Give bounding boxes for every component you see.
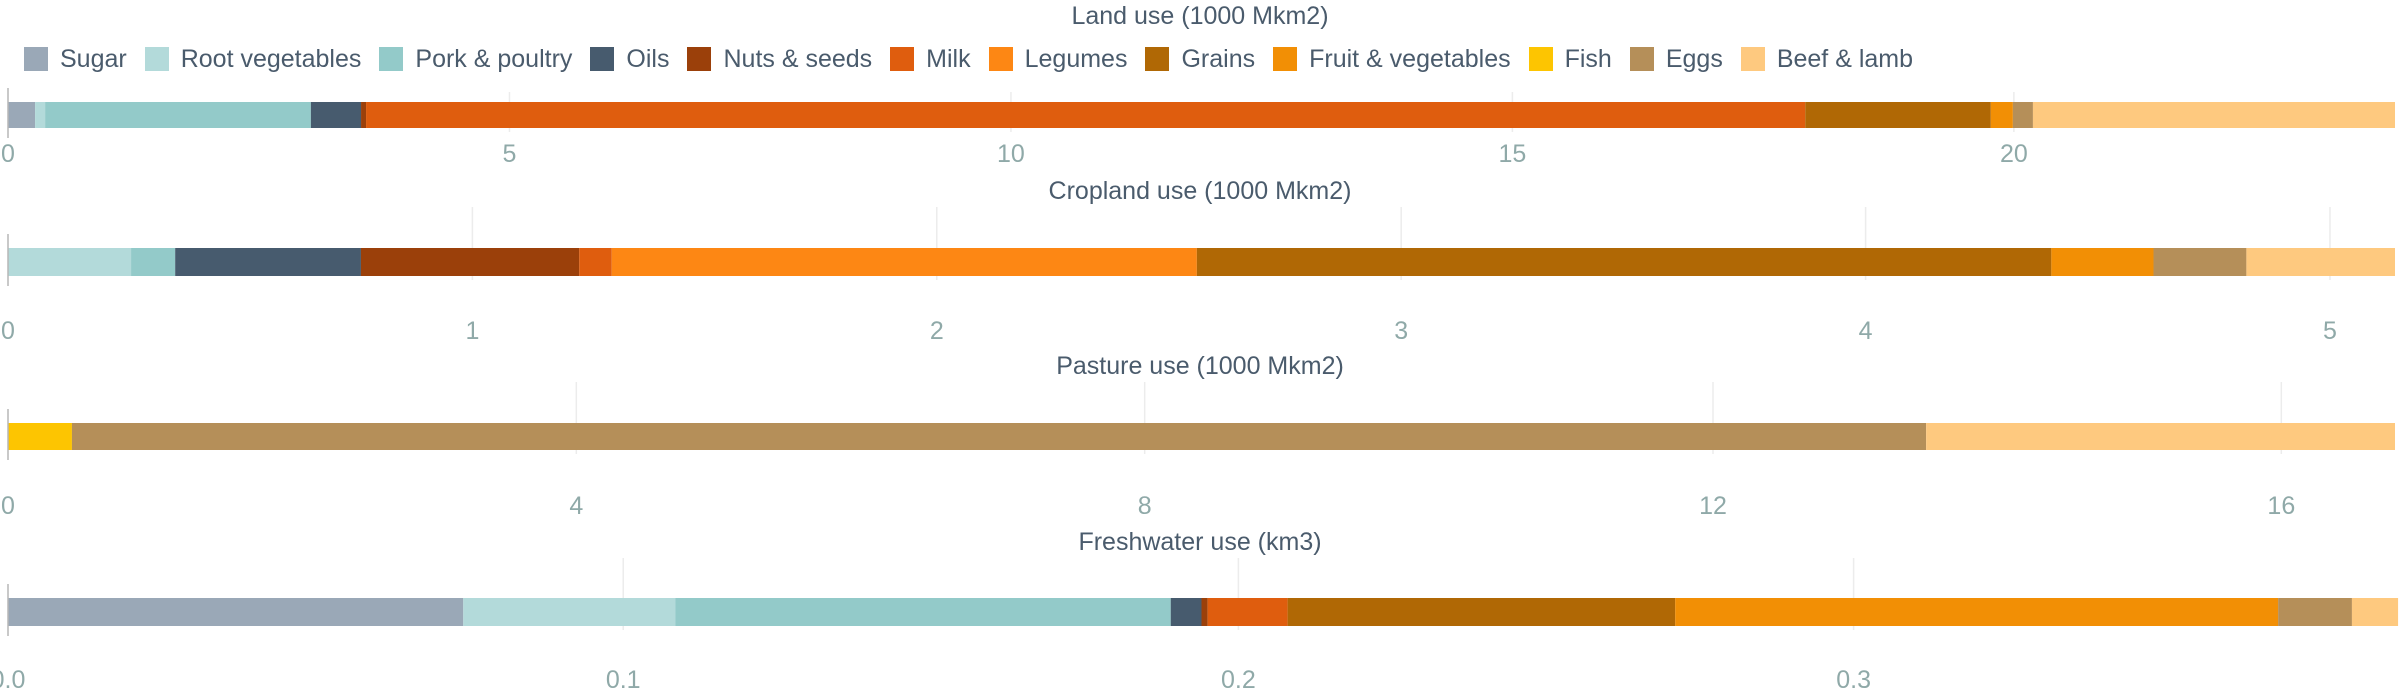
legend-label: Pork & poultry [415, 44, 573, 73]
tick-label: 4 [1859, 317, 1873, 345]
legend-item: Root vegetables [144, 44, 362, 74]
legend-item: Milk [890, 44, 971, 74]
legend-item: Nuts & seeds [687, 45, 872, 74]
bar-segment [2246, 248, 2395, 276]
legend-label: Legumes [1024, 44, 1128, 73]
bar-segment [463, 598, 676, 626]
tick-label: 5 [2323, 317, 2337, 345]
bar-segment [310, 102, 362, 128]
bar-segment [360, 248, 580, 276]
tick-label: 2 [930, 317, 944, 345]
legend-swatch [24, 47, 48, 71]
tick-label: 20 [2000, 140, 2028, 168]
bar-segment [1287, 598, 1676, 626]
bar-segment [8, 102, 36, 128]
bar-segment [366, 102, 1806, 128]
chart-panel: Cropland use (1000 Mkm2) 0 1 2 3 4 5 [1, 177, 2395, 345]
tick-label: 5 [503, 140, 517, 168]
chart-panel: Land use (1000 Mkm2) 0 5 10 15 20 [1, 2, 2395, 168]
legend-swatch [1629, 47, 1654, 71]
tick-label: 0.1 [606, 666, 641, 694]
bar-segment [1207, 598, 1288, 626]
legend-swatch [379, 47, 404, 71]
legend-swatch [687, 47, 712, 71]
bar-segment [1196, 248, 2052, 276]
bar-segment [1201, 598, 1208, 626]
bar-segment [1675, 598, 2279, 626]
bar-segment [35, 102, 46, 128]
chart-legend: Sugar Root vegetables Pork & poultry Oils Nu… [24, 44, 1931, 74]
bar-segment [45, 102, 311, 128]
tick-label: 12 [1699, 492, 1727, 520]
legend-label: Sugar [60, 44, 127, 73]
tick-label: 0 [1, 492, 15, 520]
bar-segment [8, 248, 132, 276]
legend-swatch [1528, 47, 1553, 71]
tick-label: 0.3 [1836, 666, 1871, 694]
bar-segment [175, 248, 361, 276]
bar-segment [2032, 102, 2395, 128]
legend-swatch [1145, 47, 1170, 71]
legend-swatch [1740, 47, 1765, 71]
legend-swatch [1273, 47, 1298, 71]
tick-label: 0.0 [0, 666, 25, 694]
legend-item: Sugar [24, 45, 127, 74]
tick-label: 0 [1, 140, 15, 168]
legend-label: Oils [626, 44, 670, 73]
tick-label: 1 [465, 317, 479, 345]
bar-segment [611, 248, 1197, 276]
tick-label: 0 [1, 317, 15, 345]
bar-segment [2351, 598, 2399, 626]
chart-panel: Freshwater use (km3) 0.0 0.1 0.2 0.3 [0, 528, 2399, 694]
legend-item: Beef & lamb [1740, 44, 1914, 74]
tick-label: 0.2 [1221, 666, 1256, 694]
legend-label: Nuts & seeds [723, 44, 873, 73]
legend-label: Root vegetables [180, 44, 362, 73]
tick-label: 16 [2267, 492, 2295, 520]
bar-segment [1990, 102, 2013, 128]
bar-segment [131, 248, 176, 276]
legend-item: Pork & poultry [379, 45, 572, 74]
tick-label: 3 [1394, 317, 1408, 345]
bar-segment [1805, 102, 1991, 128]
bar-segment [675, 598, 1171, 626]
legend-item: Fruit & vegetables [1273, 45, 1511, 74]
legend-label: Grains [1181, 44, 1256, 73]
bar-segment [71, 423, 1927, 450]
tick-label: 15 [1499, 140, 1527, 168]
legend-item: Grains [1145, 45, 1255, 74]
chart-title: Cropland use (1000 Mkm2) [1049, 177, 1352, 205]
legend-label: Fruit & vegetables [1309, 44, 1511, 73]
bar-segment [361, 102, 367, 128]
legend-swatch [988, 47, 1013, 71]
chart-title: Pasture use (1000 Mkm2) [1056, 352, 1344, 380]
legend-swatch [144, 47, 169, 71]
legend-label: Beef & lamb [1776, 44, 1914, 73]
chart-title: Land use (1000 Mkm2) [1071, 2, 1328, 30]
legend-label: Milk [926, 44, 971, 73]
bar-segment [8, 423, 72, 450]
legend-swatch [890, 47, 915, 71]
legend-label: Eggs [1665, 44, 1723, 73]
bar-segment [1170, 598, 1202, 626]
bar-segment [579, 248, 612, 276]
chart-panel: Pasture use (1000 Mkm2) 0 4 8 12 16 [1, 352, 2395, 520]
bar-segment [2278, 598, 2352, 626]
legend-label: Fish [1564, 44, 1612, 73]
legend-swatch [590, 47, 615, 71]
legend-item: Eggs [1629, 44, 1723, 74]
chart-title: Freshwater use (km3) [1078, 528, 1321, 556]
bar-segment [8, 598, 464, 626]
bar-segment [1926, 423, 2395, 450]
legend-item: Fish [1528, 44, 1612, 74]
legend-item: Oils [590, 45, 669, 74]
bar-segment [2153, 248, 2247, 276]
tick-label: 10 [997, 140, 1025, 168]
bar-segment [2012, 102, 2033, 128]
legend-item: Legumes [988, 44, 1128, 74]
tick-label: 4 [569, 492, 583, 520]
bar-segment [2051, 248, 2154, 276]
tick-label: 8 [1138, 492, 1152, 520]
